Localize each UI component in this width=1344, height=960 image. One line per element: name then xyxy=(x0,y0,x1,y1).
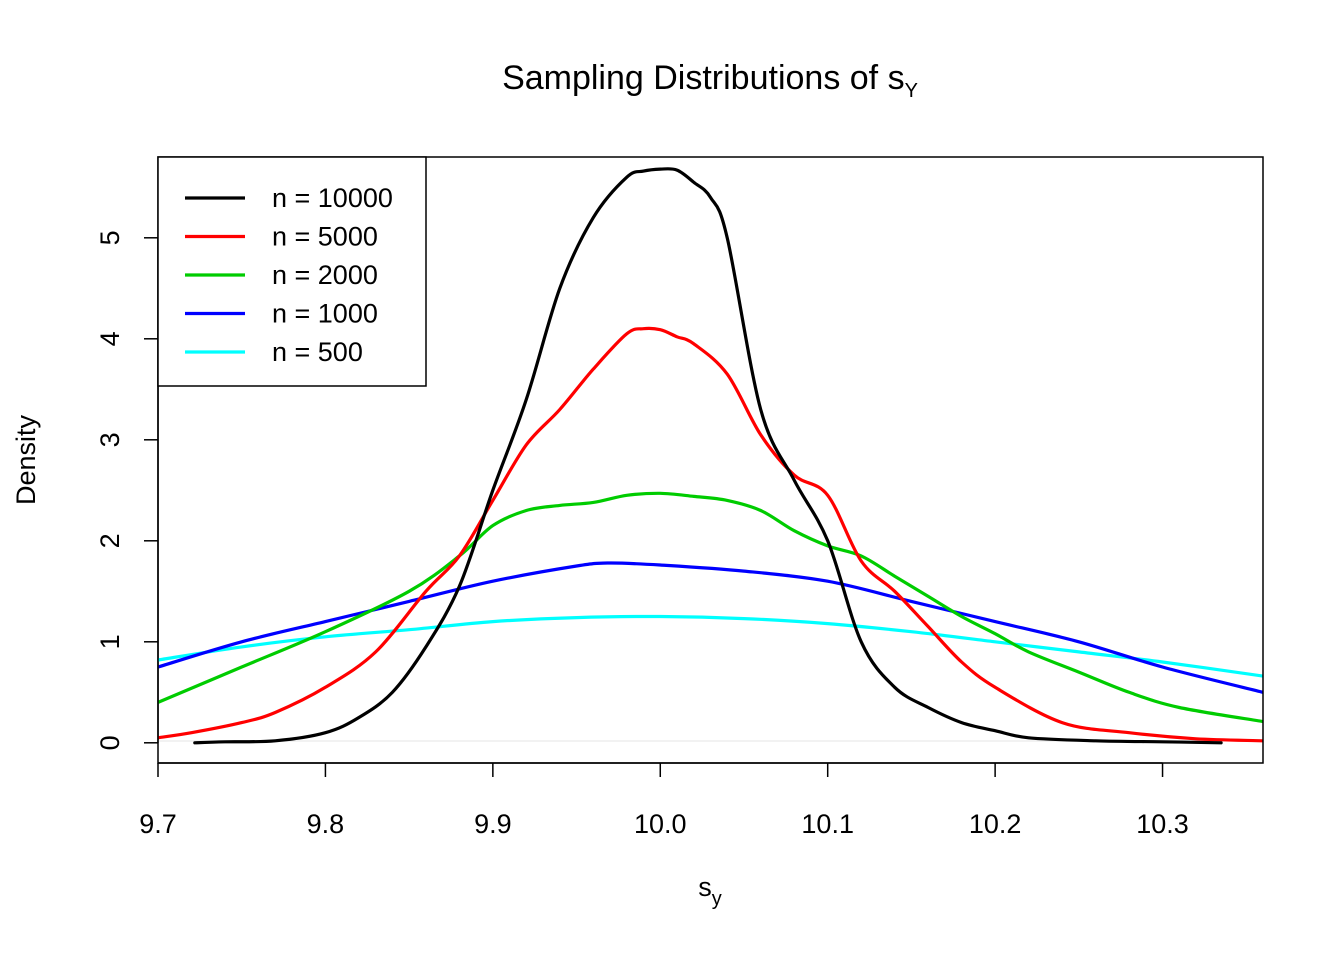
legend: n = 10000 n = 5000 n = 2000 n = 1000 n = 500 xyxy=(157,156,427,387)
series-line-n-1000 xyxy=(158,561,1263,694)
y-tick-label: 3 xyxy=(95,432,125,447)
x-tick-label: 10.3 xyxy=(1136,809,1189,839)
series-group xyxy=(158,167,1263,745)
legend-box xyxy=(157,156,427,387)
x-tick-label: 10.2 xyxy=(969,809,1022,839)
legend-label: n = 1000 xyxy=(272,299,378,329)
legend-label: n = 2000 xyxy=(272,260,378,290)
legend-label: n = 10000 xyxy=(272,183,393,213)
chart-title: Sampling Distributions of sY xyxy=(502,59,918,102)
y-axis-label: Density xyxy=(11,414,41,505)
legend-label: n = 5000 xyxy=(272,222,378,252)
x-tick-label: 10.1 xyxy=(801,809,854,839)
series-line-n-5000 xyxy=(158,326,1263,743)
y-tick-label: 2 xyxy=(95,533,125,548)
x-tick-label: 9.7 xyxy=(139,809,177,839)
y-tick-label: 1 xyxy=(95,634,125,649)
x-tick-label: 10.0 xyxy=(634,809,687,839)
y-tick-label: 0 xyxy=(95,735,125,750)
x-axis-label: sy xyxy=(698,872,722,910)
series-line-n-2000 xyxy=(158,491,1263,724)
series-line-n-500 xyxy=(158,614,1263,678)
x-tick-label: 9.8 xyxy=(307,809,345,839)
series-line-n-10000 xyxy=(193,167,1223,745)
plot-frame xyxy=(157,156,1264,764)
y-tick-label: 5 xyxy=(95,230,125,245)
x-tick-label: 9.9 xyxy=(474,809,512,839)
y-tick-label: 4 xyxy=(95,331,125,346)
legend-label: n = 500 xyxy=(272,337,363,367)
